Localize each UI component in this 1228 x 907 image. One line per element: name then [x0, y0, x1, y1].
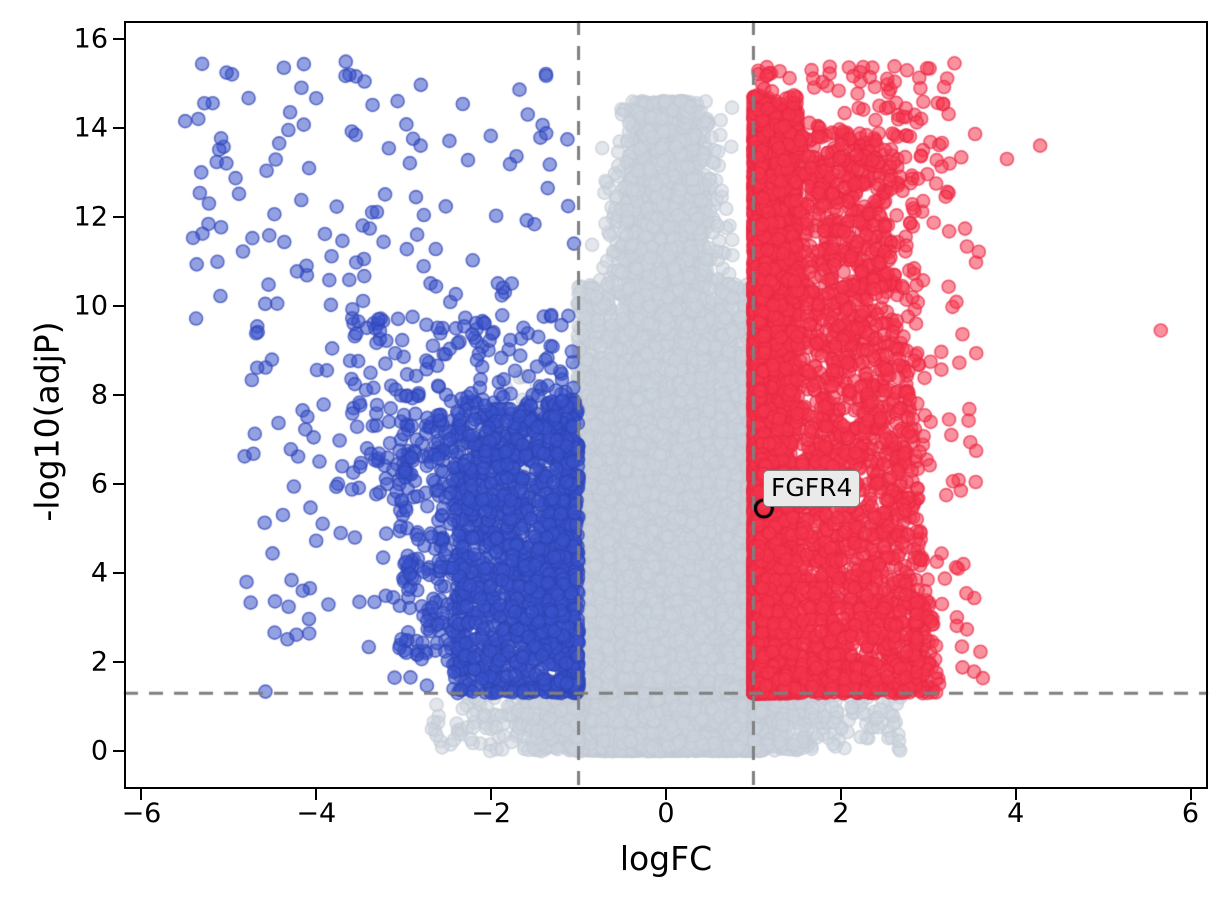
x-tick-label: −2 [471, 798, 512, 829]
x-tick-label: 6 [1181, 798, 1200, 829]
y-tick-mark [113, 37, 124, 40]
y-tick-mark [113, 572, 124, 575]
y-tick-mark [113, 750, 124, 753]
x-tick-mark [1014, 789, 1017, 800]
x-tick-mark [839, 789, 842, 800]
y-tick-mark [113, 126, 124, 129]
annotation-label-fgfr4: FGFR4 [763, 470, 861, 507]
x-tick-label: 4 [1007, 798, 1025, 829]
x-tick-mark [490, 789, 493, 800]
y-tick-label: 16 [73, 23, 108, 55]
y-tick-label: 10 [73, 290, 108, 322]
x-tick-label: 2 [832, 798, 850, 829]
x-tick-mark [1189, 789, 1192, 800]
x-tick-mark [140, 789, 143, 800]
x-tick-mark [315, 789, 318, 800]
x-tick-label: −6 [121, 798, 162, 829]
y-tick-mark [113, 304, 124, 307]
x-tick-label: −4 [296, 798, 337, 829]
y-tick-label: 14 [73, 112, 108, 144]
y-tick-mark [113, 661, 124, 664]
y-tick-label: 12 [73, 201, 108, 233]
x-axis-title: logFC [619, 839, 713, 878]
y-axis-title: -log10(adjP) [27, 321, 67, 522]
y-tick-label: 4 [90, 557, 108, 589]
y-tick-label: 0 [90, 735, 108, 767]
y-tick-label: 2 [90, 646, 108, 678]
x-tick-label: 0 [657, 798, 675, 829]
y-tick-mark [113, 483, 124, 486]
y-tick-label: 6 [90, 468, 108, 500]
y-tick-mark [113, 215, 124, 218]
y-tick-mark [113, 393, 124, 396]
y-tick-label: 8 [90, 379, 108, 411]
x-tick-mark [665, 789, 667, 800]
